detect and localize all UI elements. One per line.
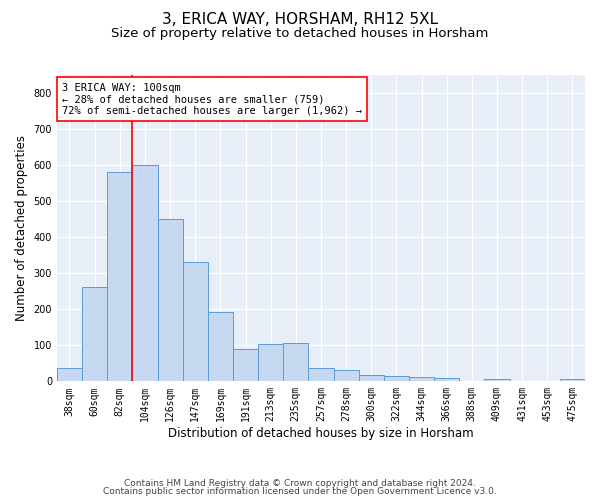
- Text: Contains HM Land Registry data © Crown copyright and database right 2024.: Contains HM Land Registry data © Crown c…: [124, 478, 476, 488]
- Bar: [308, 368, 334, 382]
- Bar: [258, 344, 283, 382]
- Bar: [283, 344, 308, 382]
- Bar: [484, 379, 509, 382]
- Bar: [158, 219, 182, 382]
- Bar: [233, 349, 258, 382]
- Bar: [359, 375, 384, 382]
- Bar: [409, 376, 434, 382]
- Bar: [208, 312, 233, 382]
- Text: Size of property relative to detached houses in Horsham: Size of property relative to detached ho…: [112, 28, 488, 40]
- Bar: [57, 368, 82, 382]
- Bar: [560, 379, 585, 382]
- Text: Contains public sector information licensed under the Open Government Licence v3: Contains public sector information licen…: [103, 487, 497, 496]
- Bar: [182, 262, 208, 382]
- Y-axis label: Number of detached properties: Number of detached properties: [15, 135, 28, 321]
- Bar: [434, 378, 459, 382]
- Bar: [384, 376, 409, 382]
- Bar: [107, 172, 133, 382]
- Text: 3 ERICA WAY: 100sqm
← 28% of detached houses are smaller (759)
72% of semi-detac: 3 ERICA WAY: 100sqm ← 28% of detached ho…: [62, 82, 362, 116]
- Bar: [334, 370, 359, 382]
- X-axis label: Distribution of detached houses by size in Horsham: Distribution of detached houses by size …: [168, 427, 474, 440]
- Bar: [133, 165, 158, 382]
- Bar: [82, 286, 107, 382]
- Text: 3, ERICA WAY, HORSHAM, RH12 5XL: 3, ERICA WAY, HORSHAM, RH12 5XL: [162, 12, 438, 28]
